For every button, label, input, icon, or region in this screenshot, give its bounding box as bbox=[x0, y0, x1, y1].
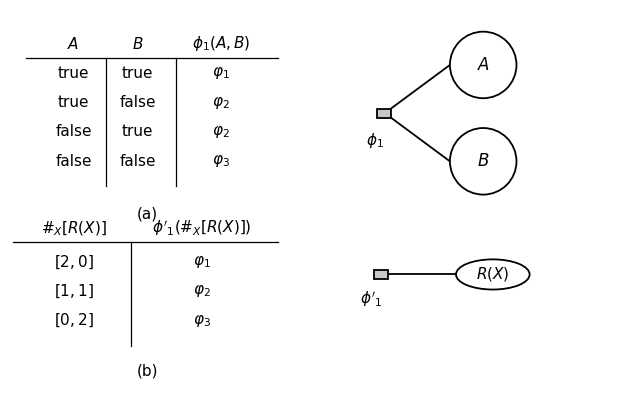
Text: $R(X)$: $R(X)$ bbox=[476, 266, 509, 283]
Text: false: false bbox=[55, 154, 92, 169]
Text: $\varphi_2$: $\varphi_2$ bbox=[212, 124, 230, 140]
Text: true: true bbox=[58, 95, 90, 110]
Text: $[2,0]$: $[2,0]$ bbox=[54, 253, 93, 271]
Text: $[1,1]$: $[1,1]$ bbox=[54, 282, 93, 300]
Text: $[0,2]$: $[0,2]$ bbox=[54, 312, 93, 329]
Bar bbox=[374, 270, 388, 279]
Ellipse shape bbox=[450, 128, 516, 194]
Bar bbox=[377, 109, 391, 118]
Text: true: true bbox=[122, 66, 154, 81]
Text: $\phi'_1$: $\phi'_1$ bbox=[360, 290, 383, 309]
Text: (b): (b) bbox=[136, 363, 158, 378]
Text: $B$: $B$ bbox=[477, 153, 490, 170]
Ellipse shape bbox=[450, 32, 516, 98]
Text: $\varphi_2$: $\varphi_2$ bbox=[212, 95, 230, 111]
Text: $B$: $B$ bbox=[132, 36, 143, 52]
Text: $\varphi_1$: $\varphi_1$ bbox=[193, 254, 211, 270]
Text: $A$: $A$ bbox=[477, 56, 490, 74]
Text: $\phi'_1(\#_X[R(X)])$: $\phi'_1(\#_X[R(X)])$ bbox=[152, 219, 252, 238]
Text: $\varphi_3$: $\varphi_3$ bbox=[212, 153, 230, 169]
Text: $A$: $A$ bbox=[67, 36, 80, 52]
Text: $\varphi_1$: $\varphi_1$ bbox=[212, 65, 230, 81]
Text: (a): (a) bbox=[136, 206, 158, 221]
Text: false: false bbox=[119, 154, 156, 169]
Text: false: false bbox=[119, 95, 156, 110]
Text: $\phi_1$: $\phi_1$ bbox=[365, 131, 383, 150]
Text: $\varphi_2$: $\varphi_2$ bbox=[193, 283, 211, 299]
Ellipse shape bbox=[456, 259, 530, 290]
Text: $\phi_1(A,B)$: $\phi_1(A,B)$ bbox=[191, 34, 250, 54]
Text: $\#_X[R(X)]$: $\#_X[R(X)]$ bbox=[41, 219, 106, 238]
Text: false: false bbox=[55, 124, 92, 140]
Text: $\varphi_3$: $\varphi_3$ bbox=[193, 313, 211, 328]
Text: true: true bbox=[122, 124, 154, 140]
Text: true: true bbox=[58, 66, 90, 81]
